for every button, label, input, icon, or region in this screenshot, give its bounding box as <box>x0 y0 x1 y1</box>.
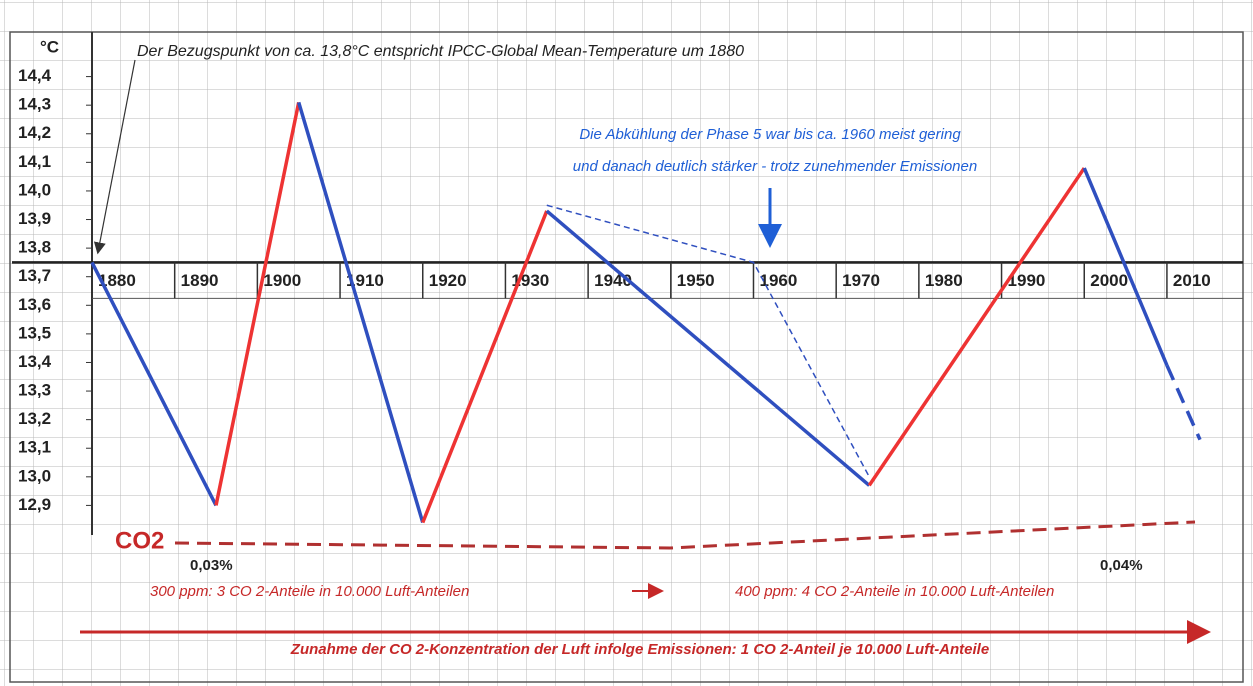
x-tick-label: 2010 <box>1173 271 1211 290</box>
line-segment <box>214 101 301 506</box>
x-tick-label: 1920 <box>429 271 467 290</box>
x-tick-label: 1950 <box>677 271 715 290</box>
x-tick-label: 1880 <box>98 271 136 290</box>
line-segment <box>867 167 1086 487</box>
y-tick-label: 13,1 <box>18 438 51 457</box>
line-segment <box>297 101 425 524</box>
co2-start: 0,03% <box>190 557 233 574</box>
y-tick-label: 13,4 <box>18 352 52 371</box>
y-tick-label: 14,2 <box>18 123 51 142</box>
y-tick-label: 13,9 <box>18 209 51 228</box>
line-segment <box>90 261 218 507</box>
y-tick-label: 12,9 <box>18 495 51 514</box>
x-tick-label: 1910 <box>346 271 384 290</box>
x-tick-label: 2000 <box>1090 271 1128 290</box>
co2-footer: Zunahme der CO 2-Konzentration der Luft … <box>290 641 989 658</box>
x-tick-label: 1970 <box>842 271 880 290</box>
y-tick-label: 13,6 <box>18 295 51 314</box>
line-segment <box>421 210 549 524</box>
line-segment <box>1082 167 1169 367</box>
co2-label: CO2 <box>115 527 164 554</box>
y-tick-label: 14,3 <box>18 95 51 114</box>
title: Der Bezugspunkt von ca. 13,8°C entsprich… <box>137 43 744 60</box>
y-tick-label: 13,2 <box>18 409 51 428</box>
x-tick-label: 1990 <box>1008 271 1046 290</box>
co2-end: 0,04% <box>1100 557 1143 574</box>
line-segment <box>545 209 871 487</box>
y-tick-label: 13,3 <box>18 381 51 400</box>
co2-curve <box>174 520 1196 550</box>
x-tick-label: 1900 <box>263 271 301 290</box>
x-tick-label: 1980 <box>925 271 963 290</box>
y-tick-label: 14,1 <box>18 152 51 171</box>
line-segment <box>1165 364 1202 441</box>
y-tick-label: 13,7 <box>18 266 51 285</box>
reference-arrow <box>93 59 136 255</box>
x-tick-label: 1890 <box>181 271 219 290</box>
annotation: und danach deutlich stärker - trotz zune… <box>573 158 977 175</box>
y-tick-label: 13,0 <box>18 466 51 485</box>
y-tick-label: 13,8 <box>18 238 51 257</box>
unit-label: °C <box>40 37 59 56</box>
annotation: Die Abkühlung der Phase 5 war bis ca. 19… <box>579 126 961 143</box>
x-tick-label: 1960 <box>759 271 797 290</box>
overlay-line <box>546 204 870 478</box>
y-tick-label: 14,0 <box>18 180 51 199</box>
co2-note: 300 ppm: 3 CO 2-Anteile in 10.000 Luft-A… <box>150 583 469 600</box>
co2-note: 400 ppm: 4 CO 2-Anteile in 10.000 Luft-A… <box>735 583 1054 600</box>
y-tick-label: 13,5 <box>18 323 51 342</box>
y-tick-label: 14,4 <box>18 66 52 85</box>
frame <box>9 31 1244 683</box>
